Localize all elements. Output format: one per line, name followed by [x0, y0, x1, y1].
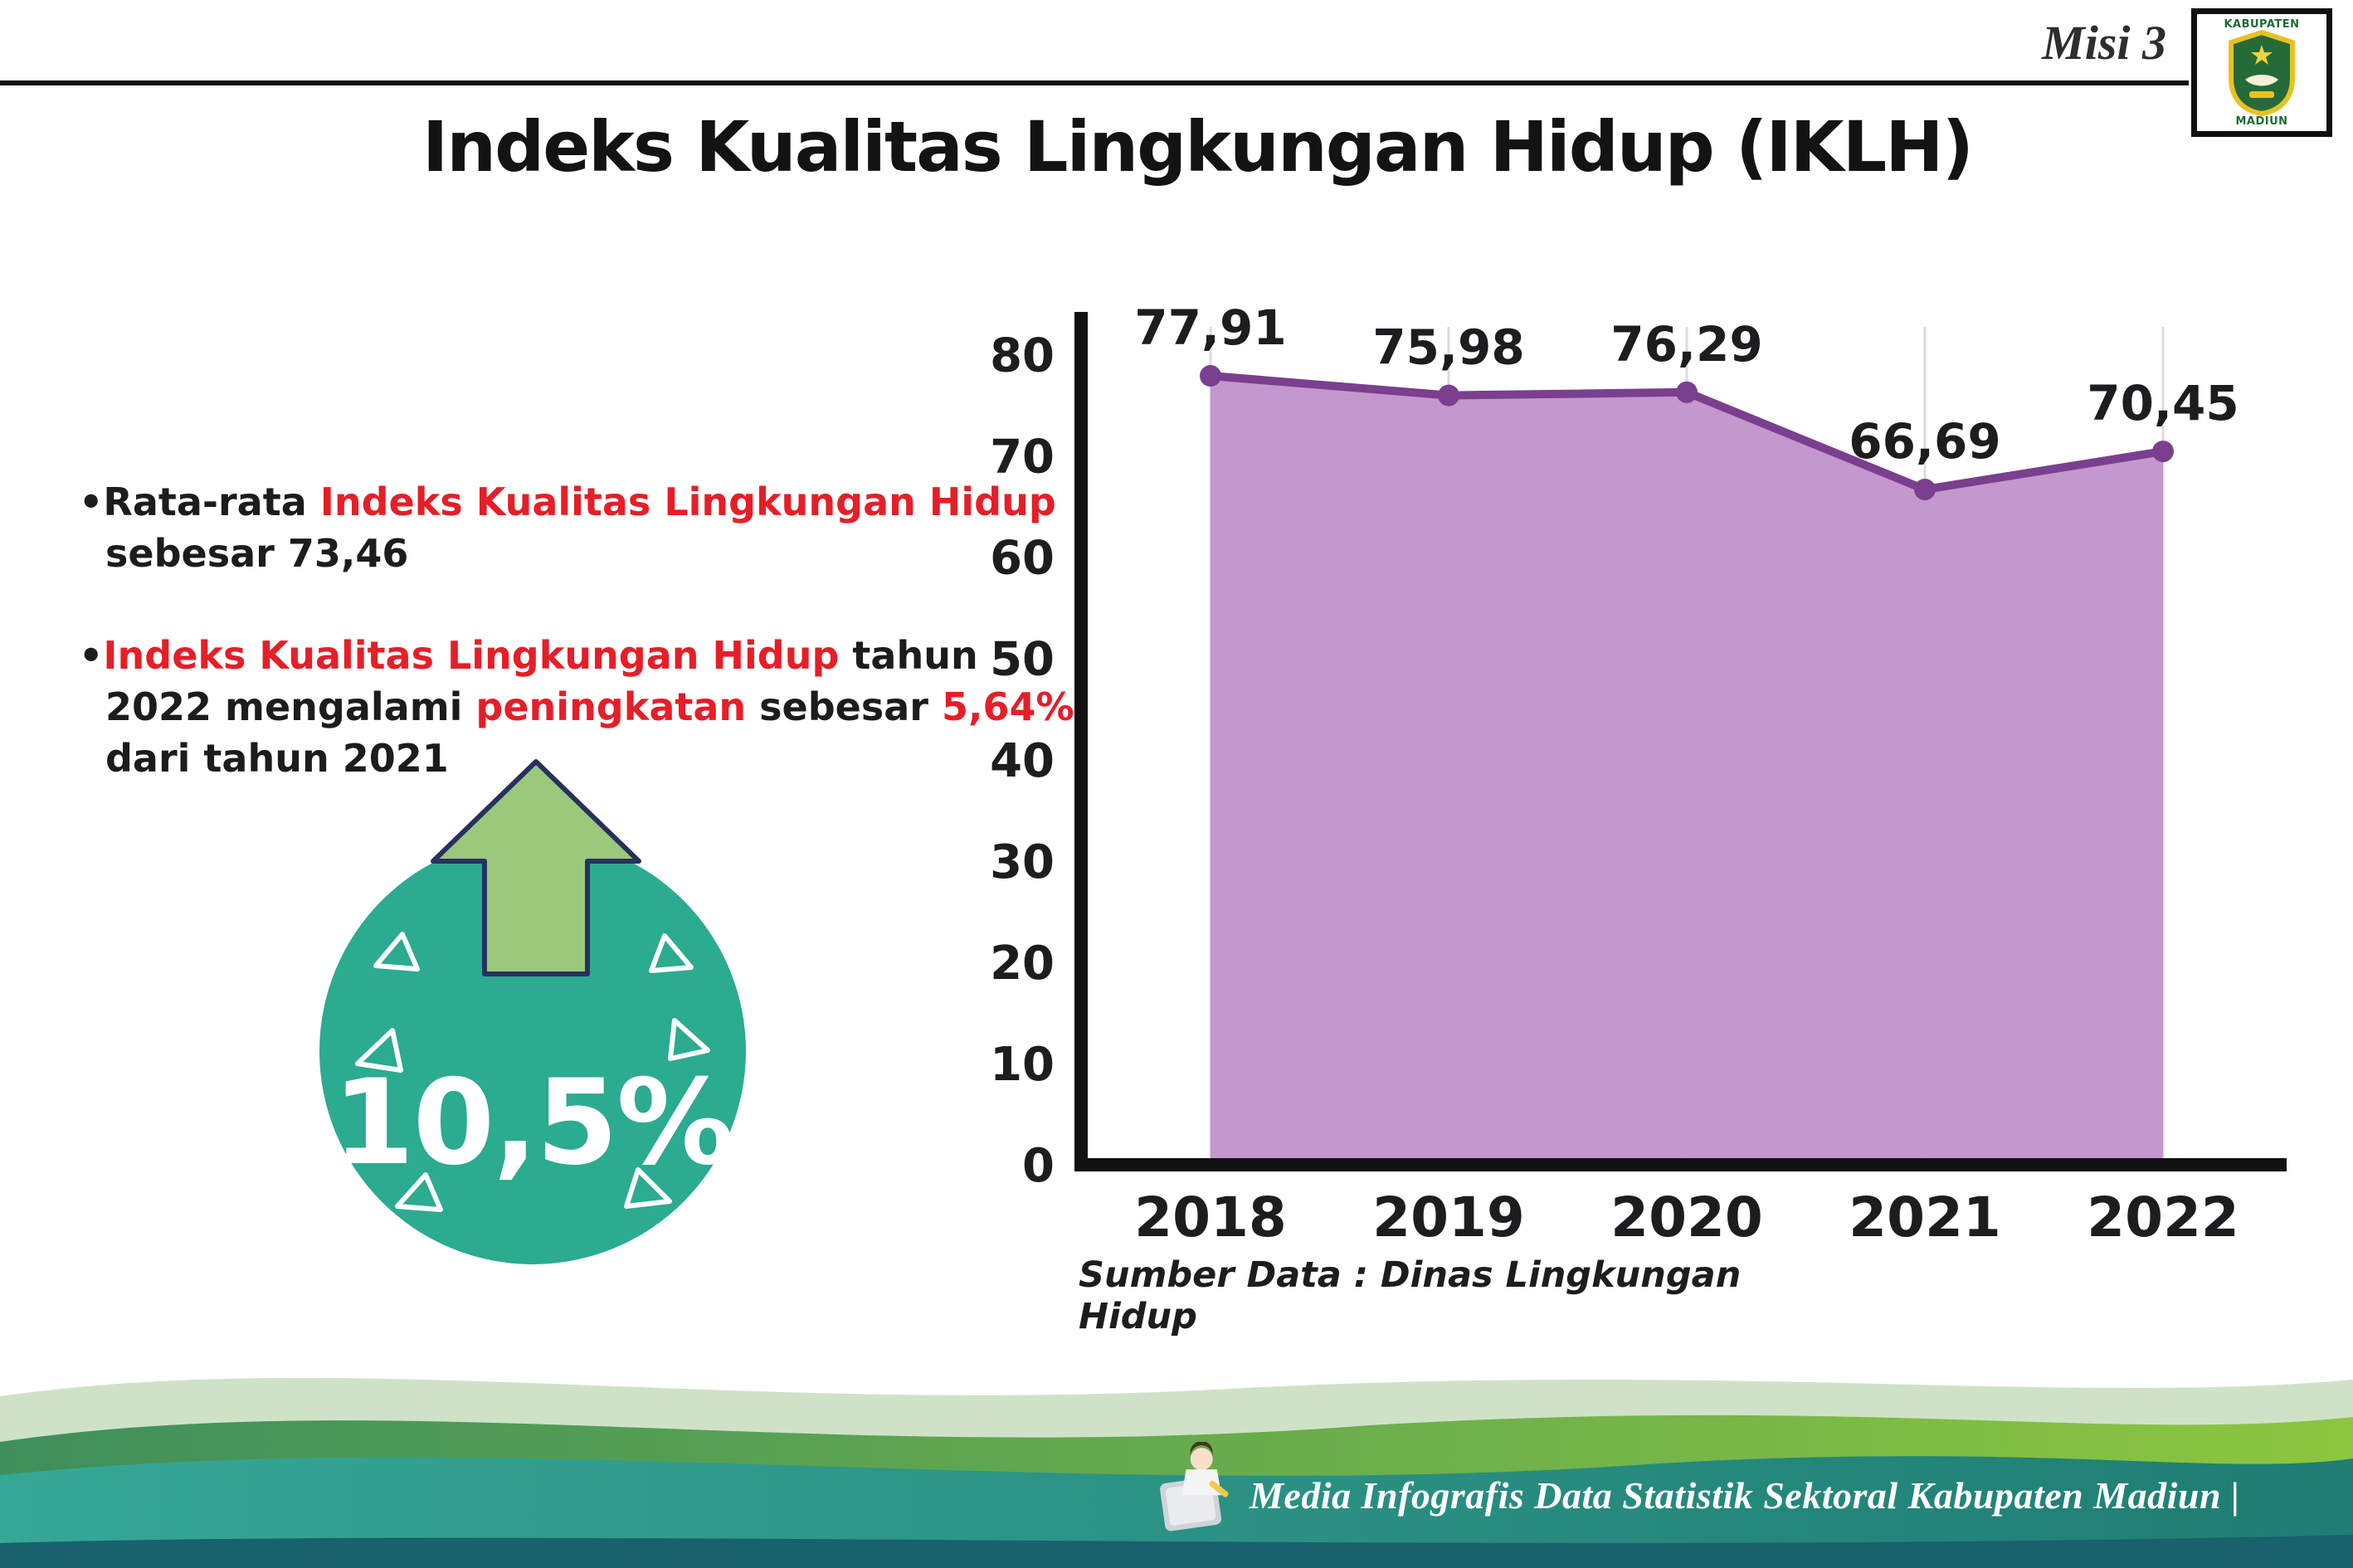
data-point [1914, 478, 1936, 500]
bullet-item-average: •Rata-rata Indeks Kualitas Lingkungan Hi… [79, 477, 1083, 579]
x-tick-label: 2020 [1610, 1186, 1763, 1249]
bullet-dot: • [79, 633, 104, 679]
bullet2-text-red2: peningkatan [475, 684, 747, 729]
x-tick-label: 2018 [1134, 1186, 1287, 1249]
x-axis [1074, 1158, 2287, 1171]
value-label: 75,98 [1372, 319, 1524, 376]
kabupaten-madiun-logo: KABUPATEN MADIUN [2191, 8, 2332, 137]
bullet2-text-red1: Indeks Kualitas Lingkungan Hidup [103, 633, 840, 679]
logo-text-top: KABUPATEN [2224, 17, 2300, 31]
page-title: Indeks Kualitas Lingkungan Hidup (IKLH) [422, 106, 1974, 187]
value-label: 76,29 [1610, 316, 1762, 373]
bullet-dot: • [79, 480, 104, 524]
data-point [1676, 381, 1698, 403]
value-label: 66,69 [1849, 413, 2000, 470]
x-tick-label: 2022 [2087, 1186, 2239, 1249]
bullet2-text-plain2: sebesar [746, 684, 942, 729]
bullet2-text-plain1: tahun 2022 mengalami [105, 633, 978, 729]
y-tick-label: 30 [990, 835, 1055, 889]
source-note: Sumber Data : Dinas Lingkungan Hidup [1079, 1254, 1742, 1337]
increase-percentage: 10,5% [332, 1054, 735, 1191]
y-axis [1074, 312, 1088, 1171]
data-point [1200, 365, 1221, 387]
data-point [1438, 384, 1459, 407]
bullet-item-increase: •Indeks Kualitas Lingkungan Hidup tahun … [79, 631, 1083, 784]
header-divider [0, 80, 2189, 85]
y-tick-label: 60 [990, 532, 1055, 586]
y-tick-label: 50 [990, 633, 1055, 687]
misi-label: Misi 3 [2042, 16, 2166, 70]
decorative-triangles [355, 932, 710, 1212]
logo-text-bottom: MADIUN [2235, 114, 2288, 128]
bullet2-text-red3: 5,64% [942, 684, 1074, 729]
bullet1-text-red: Indeks Kualitas Lingkungan Hidup [319, 480, 1056, 524]
bullet1-text-plain: Rata-rata [103, 480, 320, 524]
wave-decoration [0, 1377, 2353, 1568]
bullet1-text-tail: sebesar 73,46 [105, 530, 409, 576]
y-tick-label: 40 [990, 734, 1055, 788]
bullet-list: •Rata-rata Indeks Kualitas Lingkungan Hi… [79, 477, 1083, 835]
y-tick-label: 0 [1022, 1139, 1055, 1193]
crest-icon [2229, 29, 2295, 116]
y-tick-label: 70 [990, 431, 1055, 485]
chart-area [1211, 376, 2163, 1166]
value-label: 77,91 [1134, 299, 1286, 356]
value-label: 70,45 [2087, 375, 2239, 431]
y-tick-label: 10 [990, 1038, 1055, 1092]
y-tick-label: 20 [990, 937, 1055, 991]
x-tick-label: 2019 [1372, 1186, 1525, 1249]
y-tick-label: 80 [990, 329, 1055, 383]
x-tick-label: 2021 [1849, 1186, 2001, 1249]
bullet2-text-plain3: dari tahun 2021 [105, 735, 449, 781]
up-arrow-icon [431, 759, 641, 976]
data-point [2152, 441, 2174, 463]
